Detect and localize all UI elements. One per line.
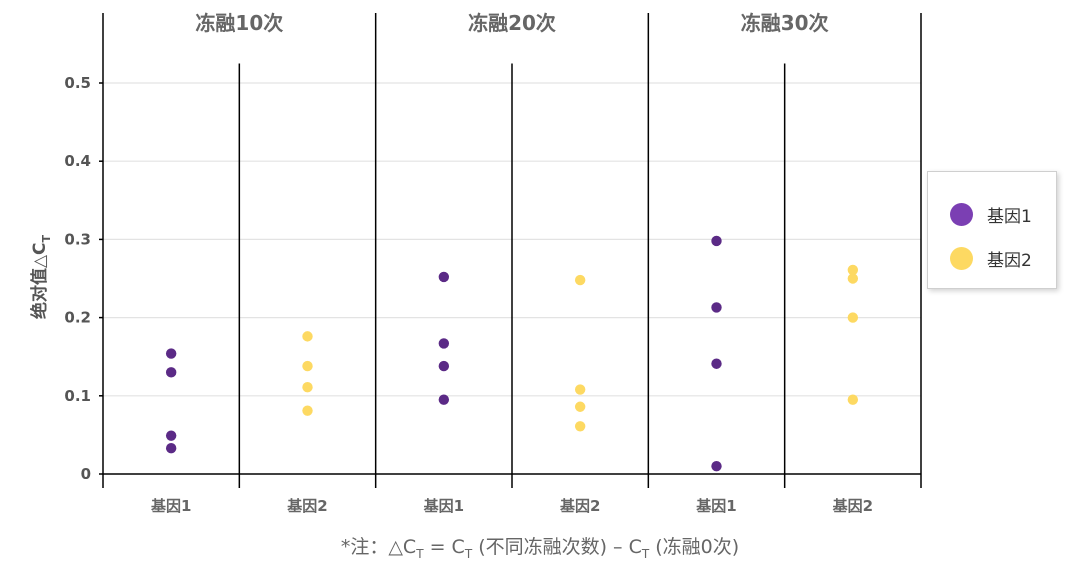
y-axis-ticks: 0 0.1 0.2 0.3 0.4 0.5 (64, 74, 103, 483)
data-point (438, 271, 450, 283)
data-point (165, 367, 177, 378)
data-point (302, 331, 313, 342)
legend-marker-gene2 (950, 247, 973, 270)
data-point (165, 442, 177, 454)
data-point (711, 460, 722, 472)
data-point (302, 405, 313, 416)
facet-title: 冻融20次 (468, 11, 556, 35)
footnote-mid: = C (423, 536, 465, 558)
x-axis-ticks: 基因1 基因2 基因1 基因2 基因1 基因2 (150, 497, 873, 515)
data-points (165, 235, 859, 472)
legend-label-gene2: 基因2 (987, 251, 1032, 271)
data-point (302, 360, 313, 372)
data-point (302, 381, 313, 393)
data-point (847, 264, 859, 276)
data-point (574, 274, 586, 286)
data-point (438, 338, 450, 349)
data-point (574, 384, 586, 395)
footnote-sub-2: T (464, 546, 473, 561)
legend-label-gene1: 基因1 (987, 207, 1032, 227)
legend-marker-gene1 (950, 203, 973, 226)
data-point (574, 401, 586, 412)
footnote-sub-3: T (641, 546, 650, 561)
data-point (165, 348, 177, 359)
data-point (574, 421, 586, 432)
y-tick-label: 0.1 (64, 387, 91, 405)
facet-title: 冻融10次 (195, 11, 283, 35)
y-axis-title-subscript: T (40, 234, 53, 242)
x-tick-label: 基因1 (423, 497, 464, 515)
footnote-suffix: (冻融0次) (649, 536, 740, 558)
data-point (438, 360, 450, 372)
footnote-prefix: *注：△C (340, 536, 417, 558)
y-axis-title-main: 绝对值△C (29, 242, 50, 319)
data-point (711, 235, 722, 247)
y-axis-label: 绝对值△CT (29, 234, 53, 319)
footnote-mid2: (不同冻融次数) – C (472, 536, 642, 558)
y-tick-label: 0.4 (64, 152, 91, 170)
facet-title: 冻融30次 (741, 11, 829, 35)
y-tick-label: 0.2 (64, 309, 91, 327)
y-axis-title: 绝对值△CT (29, 234, 53, 319)
x-tick-label: 基因1 (695, 497, 736, 515)
y-tick-label: 0.3 (64, 230, 91, 248)
data-point (711, 358, 722, 369)
x-tick-label: 基因1 (150, 497, 191, 515)
axes (102, 13, 922, 488)
legend-item-gene1[interactable]: 基因1 (950, 202, 1032, 227)
facet-titles: 冻融10次 冻融20次 冻融30次 (195, 11, 828, 35)
legend: 基因1 基因2 (927, 171, 1057, 289)
legend-item-gene2[interactable]: 基因2 (950, 246, 1032, 271)
x-tick-label: 基因2 (559, 497, 600, 515)
footnote-sub-1: T (416, 546, 424, 561)
data-point (847, 312, 859, 323)
x-tick-label: 基因2 (832, 497, 873, 515)
data-point (165, 430, 177, 441)
footnote: *注：△CT = CT (不同冻融次数) – CT (冻融0次) (0, 532, 1080, 561)
data-point (438, 394, 450, 405)
data-point (847, 394, 859, 405)
y-tick-label: 0 (81, 465, 91, 483)
data-point (711, 302, 722, 313)
x-tick-label: 基因2 (286, 497, 327, 515)
y-tick-label: 0.5 (64, 74, 91, 92)
data-point (847, 273, 859, 284)
